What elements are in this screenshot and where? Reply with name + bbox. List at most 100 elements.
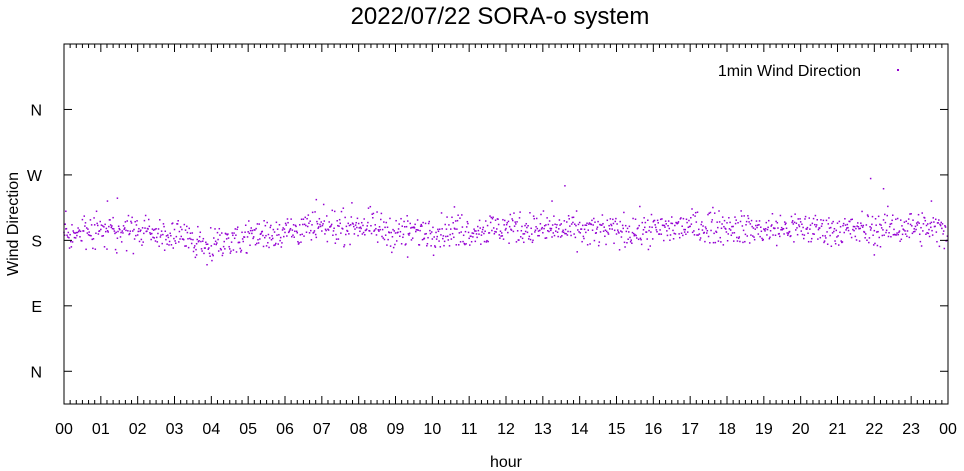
- data-point: [857, 226, 860, 228]
- data-point: [388, 231, 391, 234]
- data-point: [164, 230, 167, 232]
- data-point: [575, 210, 578, 212]
- data-point: [315, 236, 318, 239]
- data-point: [943, 247, 946, 250]
- data-point: [820, 219, 822, 221]
- data-point: [230, 241, 233, 243]
- data-point: [162, 223, 165, 225]
- data-point: [105, 227, 108, 230]
- data-point: [479, 227, 481, 229]
- data-point: [911, 232, 914, 235]
- data-point: [346, 230, 349, 233]
- data-point: [294, 224, 297, 227]
- data-point: [920, 226, 922, 229]
- data-point: [884, 221, 887, 224]
- data-point: [149, 232, 151, 234]
- x-tick-label: 12: [497, 421, 515, 438]
- data-point: [281, 229, 284, 231]
- data-point: [763, 228, 766, 231]
- data-point: [381, 235, 383, 238]
- data-point: [526, 231, 529, 234]
- x-tick-label: 06: [276, 421, 294, 438]
- data-point: [300, 218, 303, 221]
- data-point: [700, 223, 702, 226]
- data-point: [807, 232, 809, 235]
- data-point: [370, 232, 373, 235]
- data-point: [283, 235, 285, 238]
- data-point: [696, 234, 698, 236]
- data-point: [332, 234, 334, 236]
- data-point: [505, 223, 508, 226]
- data-point: [636, 237, 638, 239]
- data-point: [403, 220, 405, 223]
- data-point: [93, 224, 96, 226]
- data-point: [153, 237, 155, 239]
- data-point: [916, 224, 919, 226]
- data-point: [741, 225, 744, 227]
- data-point: [795, 222, 798, 225]
- data-point: [442, 235, 445, 237]
- data-point: [529, 238, 532, 241]
- data-point: [133, 238, 136, 240]
- data-point: [223, 240, 225, 243]
- data-point: [115, 231, 117, 234]
- data-point: [861, 210, 863, 213]
- data-point: [190, 242, 193, 245]
- data-point: [621, 231, 623, 233]
- data-point: [271, 237, 274, 240]
- data-point: [795, 229, 797, 231]
- data-point: [378, 226, 381, 228]
- data-point: [753, 236, 755, 238]
- data-point: [458, 232, 461, 234]
- data-point: [830, 226, 832, 229]
- data-point: [171, 222, 174, 224]
- data-point: [664, 226, 666, 228]
- data-point: [898, 230, 901, 232]
- data-point: [268, 246, 270, 249]
- data-point: [212, 254, 214, 257]
- data-point: [631, 231, 634, 234]
- data-point: [192, 238, 194, 241]
- data-point: [630, 239, 632, 241]
- data-point: [767, 219, 770, 222]
- data-point: [790, 235, 792, 237]
- data-point: [861, 226, 864, 228]
- data-point: [414, 223, 416, 226]
- data-point: [504, 219, 506, 222]
- data-point: [522, 233, 524, 235]
- data-point: [269, 226, 272, 229]
- data-point: [415, 230, 417, 233]
- x-tick-label: 14: [571, 421, 589, 438]
- data-point: [277, 243, 279, 245]
- data-point: [834, 240, 836, 242]
- data-point: [783, 233, 785, 235]
- data-point: [298, 224, 301, 226]
- x-tick-label: 09: [387, 421, 405, 438]
- data-point: [634, 218, 637, 220]
- data-point: [382, 237, 384, 239]
- data-point: [197, 240, 200, 243]
- data-point: [680, 232, 683, 234]
- data-point: [216, 231, 219, 234]
- data-point: [744, 240, 746, 243]
- data-point: [211, 253, 214, 256]
- data-point: [539, 229, 541, 232]
- data-point: [702, 225, 704, 227]
- data-point: [290, 218, 292, 220]
- data-point: [690, 216, 692, 219]
- data-point: [838, 220, 841, 223]
- data-point: [90, 224, 93, 226]
- data-point: [129, 230, 132, 232]
- data-point: [85, 248, 87, 251]
- data-point: [491, 229, 493, 232]
- data-point: [822, 234, 824, 237]
- data-point: [370, 224, 372, 227]
- data-point: [568, 218, 570, 220]
- data-point: [222, 245, 225, 248]
- data-point: [476, 236, 478, 239]
- data-point: [459, 241, 462, 243]
- data-point: [157, 228, 160, 230]
- x-tick-label: 16: [644, 421, 662, 438]
- data-point: [322, 223, 324, 225]
- data-point: [468, 237, 470, 240]
